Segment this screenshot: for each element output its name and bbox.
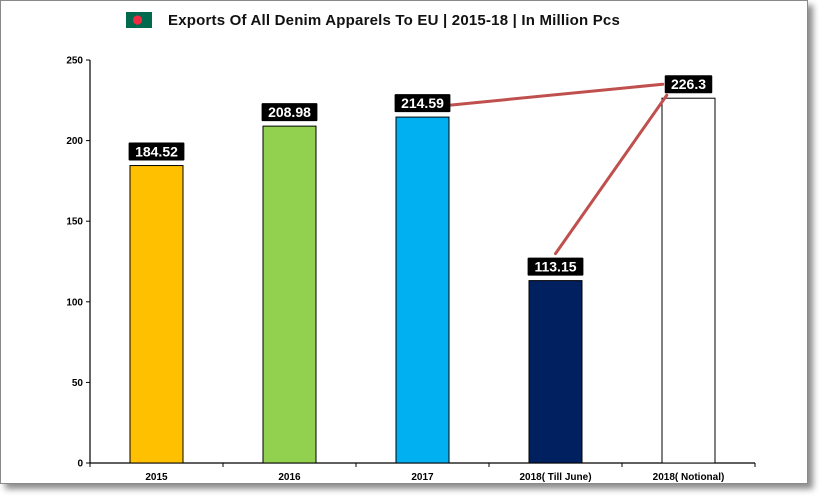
data-label-text: 184.52 <box>135 144 178 160</box>
x-tick-label: 2018( Till June) <box>519 472 591 483</box>
data-label-box <box>261 103 318 122</box>
data-label: 184.52 <box>128 142 185 161</box>
data-label-box <box>527 257 584 276</box>
y-tick-label: 100 <box>66 297 83 308</box>
bar <box>395 116 450 464</box>
y-tick-label: 0 <box>77 459 83 470</box>
x-tick-label: 2017 <box>411 472 434 483</box>
data-label-box <box>394 94 451 113</box>
x-tick-label: 2018( Notional) <box>653 472 725 483</box>
connector-line <box>554 93 669 256</box>
bar <box>262 125 317 464</box>
data-label: 226.3 <box>664 75 713 94</box>
data-label-box <box>664 75 713 94</box>
data-label: 208.98 <box>261 103 318 122</box>
y-tick-label: 250 <box>66 56 83 67</box>
y-tick-label: 200 <box>66 136 83 147</box>
connector-line <box>448 82 665 107</box>
x-tick-label: 2015 <box>145 472 168 483</box>
y-tick-label: 50 <box>72 378 84 389</box>
data-label-text: 208.98 <box>268 104 311 120</box>
data-label-text: 113.15 <box>534 259 576 275</box>
x-tick-label: 2016 <box>278 472 301 483</box>
bar <box>129 165 184 464</box>
chart-title: Exports Of All Denim Apparels To EU | 20… <box>168 12 621 29</box>
bar <box>528 280 583 464</box>
data-label: 113.15 <box>527 257 584 276</box>
y-tick-label: 150 <box>66 217 83 228</box>
data-label-text: 226.3 <box>671 76 706 92</box>
data-label-text: 214.59 <box>401 95 444 111</box>
data-label: 214.59 <box>394 94 451 113</box>
bar <box>661 97 716 464</box>
bangladesh-flag-icon <box>126 12 152 28</box>
data-label-box <box>128 142 185 161</box>
